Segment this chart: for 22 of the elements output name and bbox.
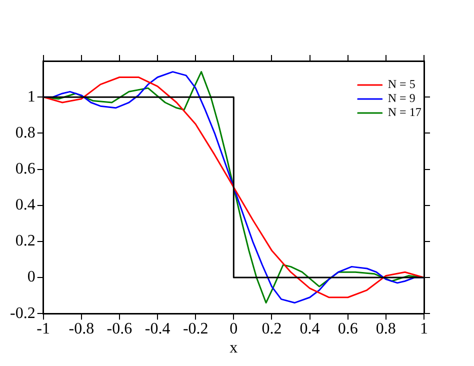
y-tick-label: -0.2 [10,304,36,322]
y-tick-label: 0 [27,268,36,286]
y-tick-label: 0.6 [15,160,36,178]
y-tick-label: 1 [27,88,36,106]
x-axis-title: x [230,340,238,357]
legend-label: N = 9 [388,91,416,106]
legend-label: N = 17 [388,105,422,120]
x-tick-label: 1 [420,320,428,338]
x-tick-label: -0.8 [68,320,94,338]
x-tick-label: -0.6 [106,320,132,338]
y-tick-label: 0.4 [15,196,36,214]
x-tick-label: 0.6 [338,320,358,338]
x-tick-label: 0 [230,320,238,338]
x-tick-label: -0.4 [144,320,170,338]
x-tick-label: 0.8 [376,320,396,338]
y-tick-label: 0.2 [15,232,36,250]
x-tick-label: 0.2 [262,320,282,338]
x-tick-label: -0.2 [182,320,208,338]
x-tick-label: 0.4 [300,320,320,338]
y-tick-label: 0.8 [15,124,36,142]
legend-label: N = 5 [388,77,416,92]
x-tick-label: -1 [36,320,50,338]
